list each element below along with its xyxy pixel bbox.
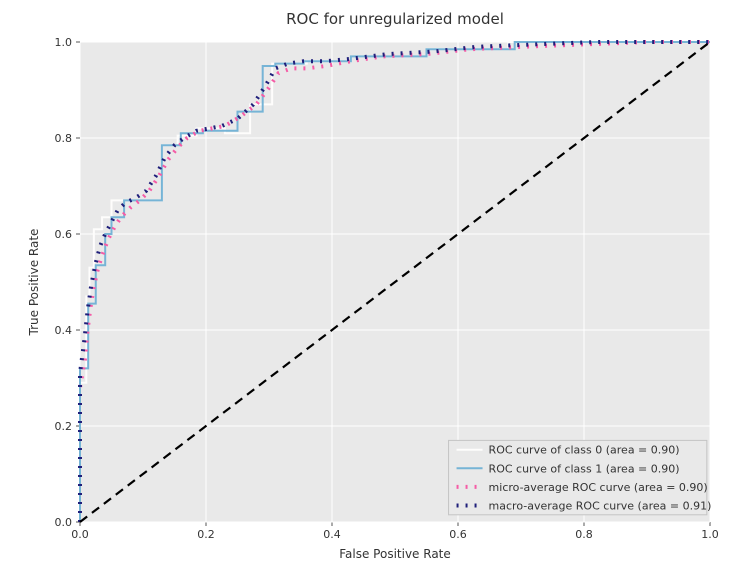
y-tick-label: 0.4 xyxy=(55,324,73,337)
x-tick-label: 0.2 xyxy=(197,528,215,541)
y-tick-label: 0.0 xyxy=(55,516,73,529)
y-tick-label: 0.6 xyxy=(55,228,73,241)
x-tick-label: 1.0 xyxy=(701,528,719,541)
x-tick-label: 0.8 xyxy=(575,528,593,541)
y-axis-label: True Positive Rate xyxy=(27,229,41,337)
x-tick-label: 0.4 xyxy=(323,528,341,541)
roc-chart: 0.0 0.2 0.4 0.6 0.8 1.0 0.0 0.2 0.4 0.6 0.8 1.0 ROC … xyxy=(0,0,745,580)
legend-label: ROC curve of class 0 (area = 0.90) xyxy=(489,444,680,457)
legend-label: macro-average ROC curve (area = 0.91) xyxy=(489,500,712,513)
legend-label: micro-average ROC curve (area = 0.90) xyxy=(489,481,708,494)
y-tick-label: 1.0 xyxy=(55,36,73,49)
x-axis-label: False Positive Rate xyxy=(339,547,451,561)
x-tick-label: 0.6 xyxy=(449,528,467,541)
y-tick-label: 0.8 xyxy=(55,132,73,145)
legend-label: ROC curve of class 1 (area = 0.90) xyxy=(489,462,680,475)
x-tick-label: 0.0 xyxy=(71,528,89,541)
y-tick-label: 0.2 xyxy=(55,420,73,433)
chart-title: ROC for unregularized model xyxy=(286,10,504,28)
